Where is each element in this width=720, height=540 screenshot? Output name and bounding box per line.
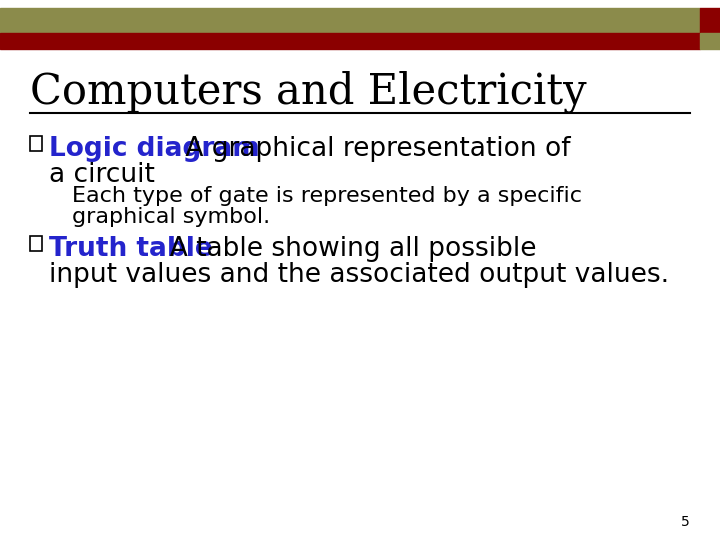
Bar bbox=[0, 8, 700, 33]
Bar bbox=[30, 136, 42, 151]
Text: Truth table: Truth table bbox=[49, 236, 212, 262]
Text: graphical symbol.: graphical symbol. bbox=[72, 207, 270, 227]
Bar bbox=[700, 33, 720, 49]
Bar bbox=[30, 236, 42, 251]
Bar bbox=[700, 8, 720, 33]
Text: a circuit: a circuit bbox=[49, 162, 155, 188]
Bar bbox=[0, 33, 700, 49]
Text: Logic diagram: Logic diagram bbox=[49, 136, 260, 162]
Text: input values and the associated output values.: input values and the associated output v… bbox=[49, 262, 669, 288]
Text: A graphical representation of: A graphical representation of bbox=[177, 136, 571, 162]
Text: Each type of gate is represented by a specific: Each type of gate is represented by a sp… bbox=[72, 186, 582, 206]
Text: 5: 5 bbox=[681, 515, 690, 529]
Text: Computers and Electricity: Computers and Electricity bbox=[30, 70, 587, 113]
Text: A table showing all possible: A table showing all possible bbox=[153, 236, 537, 262]
